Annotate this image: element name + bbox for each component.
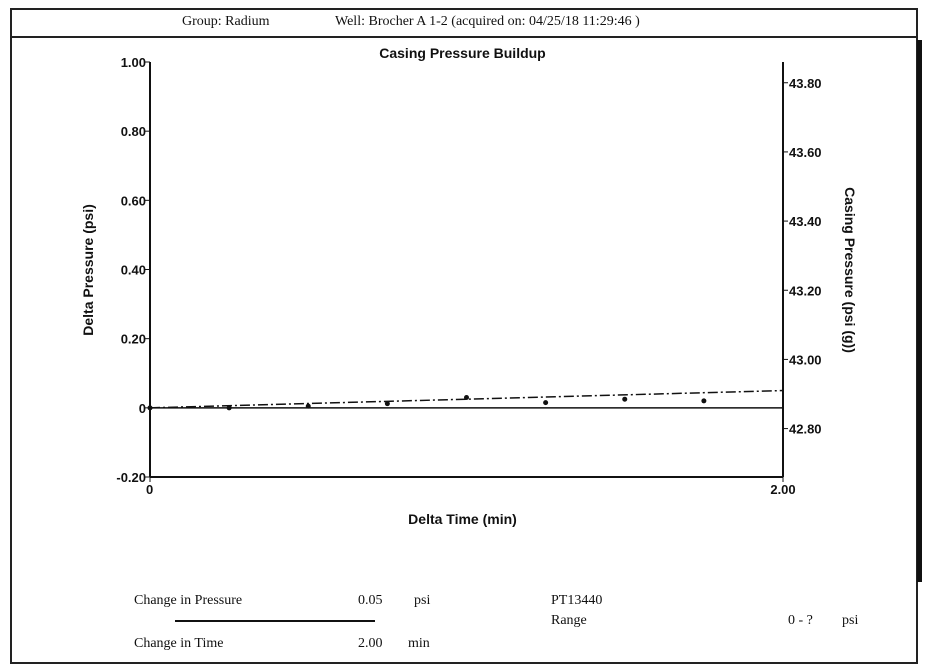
y-axis-label: Delta Pressure (psi) bbox=[80, 204, 96, 336]
data-point bbox=[701, 398, 707, 404]
range-label: Range bbox=[551, 613, 587, 628]
change-in-time-value: 2.00 bbox=[358, 636, 383, 651]
data-point bbox=[305, 403, 311, 409]
data-point bbox=[543, 400, 549, 406]
y2-tick-label: 42.80 bbox=[789, 422, 822, 437]
y2-tick-label: 43.60 bbox=[789, 145, 822, 160]
data-point bbox=[384, 401, 390, 407]
change-in-pressure-value: 0.05 bbox=[358, 593, 383, 608]
data-point bbox=[622, 396, 628, 402]
y-tick-label: 0.40 bbox=[121, 263, 146, 278]
change-in-time-label: Change in Time bbox=[134, 636, 224, 651]
change-in-pressure-unit: psi bbox=[414, 593, 431, 608]
data-point bbox=[226, 405, 232, 411]
y-tick-label: 0.60 bbox=[121, 193, 146, 208]
y-tick-label: -0.20 bbox=[116, 470, 146, 485]
y-tick-label: 0 bbox=[139, 401, 146, 416]
y-tick-label: 0.20 bbox=[121, 332, 146, 347]
report-header: Group: Radium Well: Brocher A 1-2 (acqui… bbox=[10, 8, 918, 38]
y2-axis-label: Casing Pressure (psi (g)) bbox=[842, 187, 858, 353]
change-in-pressure-label: Change in Pressure bbox=[134, 593, 243, 608]
right-edge-bar bbox=[917, 40, 922, 582]
range-value: 0 - ? bbox=[788, 613, 813, 628]
fraction-rule bbox=[175, 620, 375, 622]
group-label: Group: Radium bbox=[182, 14, 270, 29]
y2-tick-label: 43.20 bbox=[789, 283, 822, 298]
y-tick-label: 0.80 bbox=[121, 124, 146, 139]
x-tick-label: 0 bbox=[146, 482, 153, 497]
y-tick-label: 1.00 bbox=[121, 55, 146, 70]
x-tick-label: 2.00 bbox=[770, 482, 795, 497]
y2-tick-label: 43.00 bbox=[789, 352, 822, 367]
chart-title: Casing Pressure Buildup bbox=[379, 45, 546, 61]
gauge-id: PT13440 bbox=[551, 593, 603, 608]
x-axis-label: Delta Time (min) bbox=[408, 511, 517, 527]
well-label: Well: Brocher A 1-2 (acquired on: 04/25/… bbox=[335, 14, 640, 29]
range-unit: psi bbox=[842, 613, 859, 628]
y2-tick-label: 43.40 bbox=[789, 214, 822, 229]
change-in-time-unit: min bbox=[408, 636, 430, 651]
trend-line bbox=[149, 389, 784, 409]
y2-tick-label: 43.80 bbox=[789, 76, 822, 91]
